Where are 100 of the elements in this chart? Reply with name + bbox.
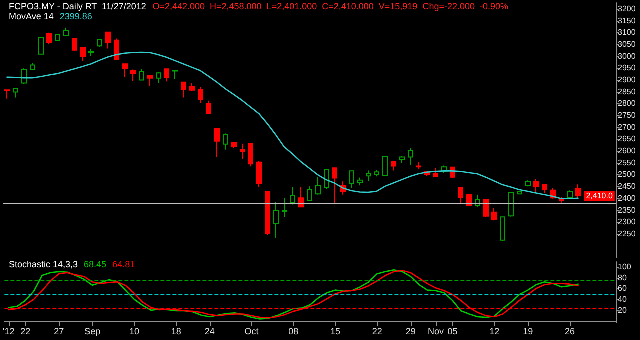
candlestick [13, 88, 18, 98]
candlestick [483, 199, 489, 218]
candlestick [156, 72, 161, 84]
y-tick-label: 2350 [618, 206, 636, 215]
candlestick [575, 184, 581, 199]
candlestick [231, 142, 237, 148]
candlestick [172, 70, 178, 80]
candlestick [542, 184, 547, 194]
y-tick-label: 100 [618, 262, 632, 272]
candlestick [240, 143, 245, 160]
y-tick-label: 80 [618, 273, 628, 282]
candlestick [72, 38, 77, 52]
candlestick [273, 202, 279, 238]
y-tick-label: 2850 [618, 87, 636, 96]
candlestick [248, 143, 253, 168]
y-tick-label: 2600 [618, 146, 636, 156]
candlestick [114, 38, 119, 61]
x-tick-label: 05 [448, 326, 458, 336]
candlestick [4, 89, 10, 100]
candlestick [525, 180, 531, 188]
candlestick [130, 69, 136, 82]
candlestick [30, 62, 35, 72]
annotation: 2,410.0 [586, 192, 614, 201]
candlestick [458, 187, 463, 204]
x-tick-label: 12 [490, 326, 500, 336]
candlestick [21, 68, 27, 85]
chart-title: FCPO3.MY - Daily RT 11/27/2012 [9, 2, 146, 12]
y-tick-label: 3150 [618, 16, 636, 26]
candlestick [357, 177, 363, 186]
y-tick-label: 3050 [618, 40, 636, 49]
annotation: 2399.86 [60, 12, 92, 22]
y-tick-label: 2650 [618, 134, 636, 144]
candlestick [88, 48, 94, 57]
x-tick-label: 10 [129, 326, 140, 336]
chart-subtitle: O=2,442.000 H=2,458.000 L=2,401.000 C=2,410.000 V=15,919 Chg=-22.000 -0.90% [152, 2, 508, 12]
candlestick [46, 32, 52, 44]
candlestick [147, 74, 153, 87]
x-tick-label: 15 [330, 326, 340, 336]
chart-title: Stochastic 14,3,3 [9, 260, 78, 270]
candlestick [80, 47, 86, 62]
x-tick-label: 29 [406, 326, 416, 336]
candlestick [491, 208, 497, 222]
candlestick [223, 133, 228, 150]
candlestick [122, 64, 128, 78]
y-tick-label: 2500 [618, 170, 636, 180]
candlestick [265, 191, 270, 236]
y-tick-label: 20 [618, 306, 628, 315]
candlestick [97, 38, 102, 48]
y-tick-label: 2750 [618, 111, 636, 120]
candlestick [466, 194, 472, 207]
candlestick [315, 176, 321, 196]
x-tick-label: 26 [564, 326, 575, 336]
candlestick [189, 82, 195, 92]
candlestick [256, 160, 262, 188]
candlestick [55, 34, 60, 42]
text: MovAve 14 [9, 12, 54, 22]
candlestick [139, 69, 144, 81]
y-tick-label: 2250 [618, 229, 636, 238]
candlestick [214, 128, 220, 158]
x-tick-label: '12 [2, 326, 15, 336]
y-tick-label: 2550 [618, 158, 636, 168]
x-tick-label: Oct [244, 326, 260, 336]
candlestick [307, 186, 312, 202]
x-tick-label: 22 [372, 326, 382, 336]
candlestick [198, 86, 203, 104]
candlestick [324, 169, 329, 190]
candlestick [408, 147, 413, 166]
x-tick-label: Sep [84, 326, 101, 336]
y-tick-label: 2800 [618, 99, 636, 108]
candlestick [500, 216, 505, 242]
y-tick-label: 3200 [618, 4, 636, 14]
candlestick [567, 190, 573, 199]
y-tick-label: 2700 [618, 122, 636, 132]
y-tick-label: 2450 [618, 182, 636, 192]
candlestick [206, 100, 211, 115]
y-tick-label: 40 [618, 295, 628, 304]
candlestick [391, 161, 396, 172]
candlestick [181, 82, 186, 98]
candlestick [517, 190, 522, 195]
candlestick [105, 32, 111, 50]
candlestick [399, 156, 405, 164]
candlestick [382, 156, 388, 176]
candlestick [290, 187, 295, 206]
candlestick [433, 168, 438, 178]
candlestick [533, 178, 539, 193]
x-tick-label: 24 [204, 326, 215, 336]
y-tick-label: 3000 [618, 52, 636, 61]
y-tick-label: 2300 [618, 218, 636, 227]
y-tick-label: 2400 [618, 194, 636, 203]
y-tick-label: 2950 [618, 64, 636, 73]
x-tick-label: 18 [171, 326, 182, 336]
candlestick [366, 170, 371, 182]
y-tick-label: 3100 [618, 28, 636, 38]
candlestick [374, 169, 379, 178]
x-tick-label: 08 [288, 326, 299, 336]
candlestick [38, 38, 44, 55]
y-tick-label: 60 [618, 284, 628, 294]
x-tick-label: Nov [428, 326, 444, 336]
annotation: 64.81 [112, 260, 136, 270]
candlestick [416, 162, 421, 170]
